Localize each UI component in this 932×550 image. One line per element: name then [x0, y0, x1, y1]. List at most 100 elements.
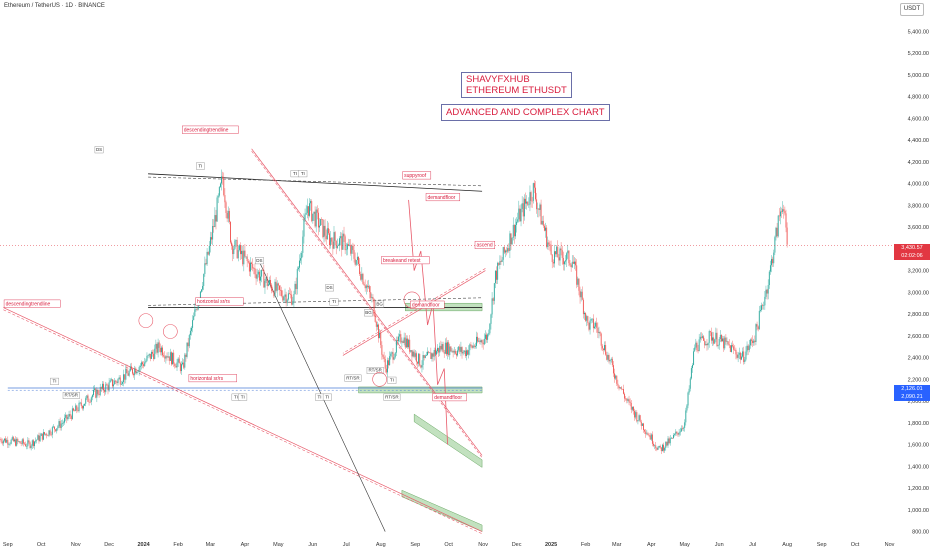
candle-body — [637, 420, 639, 422]
ascending-trendline — [342, 270, 486, 356]
candle-body — [742, 351, 744, 357]
candle-body — [58, 421, 60, 427]
annotation-label: horizontal sr/rs — [197, 299, 230, 305]
touch-circle — [403, 291, 421, 309]
candle-body — [731, 345, 732, 352]
candle-body — [204, 263, 206, 274]
candle-body — [679, 431, 681, 433]
candle-body — [572, 261, 574, 264]
candle-body — [241, 250, 243, 255]
candle-body — [373, 299, 375, 316]
point-marker-label: RT/SR — [65, 393, 79, 398]
candle-body — [625, 398, 627, 400]
lower-descending-trendline-dashed — [3, 309, 483, 535]
candle-body — [741, 356, 742, 360]
candle-body — [610, 358, 612, 360]
candle-body — [703, 336, 705, 341]
candle-body — [35, 440, 37, 442]
candle-body — [445, 342, 447, 355]
annotation-label: horizontal sr/rs — [190, 376, 223, 382]
y-tick-label: 3,600.00 — [908, 225, 929, 231]
candle-body — [10, 439, 12, 444]
point-marker-label: DS — [96, 147, 102, 152]
candle-body — [692, 364, 693, 369]
y-tick-label: 4,600.00 — [908, 116, 929, 122]
candle-body — [458, 346, 460, 351]
candle-body — [575, 261, 577, 266]
candle-body — [5, 438, 7, 443]
candle-body — [643, 423, 644, 430]
point-marker-label: RT/SR — [385, 394, 399, 399]
annotation-box — [188, 374, 237, 383]
candle-body — [289, 293, 290, 294]
candle-body — [673, 435, 675, 439]
candle-body — [557, 246, 559, 258]
candle-body — [322, 219, 324, 238]
candle-body — [418, 353, 420, 364]
candle-body — [214, 215, 216, 228]
candle-body — [705, 344, 707, 346]
candle-body — [462, 352, 464, 354]
candle-body — [123, 374, 125, 383]
candle-body — [376, 324, 378, 327]
x-tick-label: Sep — [817, 542, 827, 548]
candle-body — [165, 356, 167, 359]
candle-body — [696, 342, 698, 351]
candle-body — [523, 198, 525, 217]
candle-body — [216, 197, 218, 222]
candle-body — [675, 431, 677, 435]
candle-body — [21, 439, 23, 444]
annotation-box — [195, 297, 244, 306]
candle-body — [227, 210, 229, 219]
candle-body — [146, 355, 148, 361]
candle-body — [63, 422, 64, 424]
candle-body — [126, 368, 128, 374]
y-tick-label: 2,200.00 — [908, 377, 929, 383]
candle-body — [316, 209, 318, 213]
candle-body — [488, 333, 490, 335]
candle-body — [501, 259, 503, 262]
y-tick-label: 4,400.00 — [908, 138, 929, 144]
candle-body — [582, 299, 584, 315]
x-tick-label: Jul — [749, 542, 756, 548]
candle-body — [489, 323, 491, 334]
candle-body — [449, 346, 451, 356]
candle-body — [415, 353, 417, 362]
candle-body — [282, 295, 284, 301]
candle-body — [484, 334, 486, 339]
candle-body — [129, 366, 131, 372]
candle-body — [1, 441, 3, 444]
candle-body — [329, 233, 330, 246]
candle-body — [225, 202, 227, 213]
candle-body — [20, 443, 22, 444]
candle-body — [457, 350, 459, 356]
candle-body — [503, 247, 505, 253]
candle-body — [266, 277, 268, 287]
candle-body — [325, 235, 327, 240]
candle-body — [372, 297, 374, 300]
candle-body — [78, 402, 80, 412]
candle-body — [431, 353, 433, 359]
y-tick-label: 4,200.00 — [908, 160, 929, 166]
candle-body — [463, 350, 465, 353]
candle-body — [748, 345, 750, 351]
candle-body — [8, 444, 10, 445]
candle-body — [759, 309, 761, 311]
candle-body — [599, 332, 601, 334]
candle-body — [529, 192, 531, 205]
candle-body — [31, 440, 33, 446]
candle-body — [551, 254, 553, 263]
point-marker-box — [344, 374, 362, 382]
quote-currency-badge[interactable]: USDT — [900, 3, 924, 16]
candle-body — [50, 434, 52, 436]
candle-body — [564, 261, 565, 265]
candle-body — [510, 233, 512, 245]
candle-body — [494, 270, 496, 284]
point-marker-label: BG — [376, 301, 383, 306]
candle-body — [520, 208, 522, 222]
candle-body — [185, 354, 187, 357]
candle-body — [295, 283, 297, 290]
annotation-label: demandfloor — [412, 302, 440, 308]
candle-body — [351, 245, 353, 254]
